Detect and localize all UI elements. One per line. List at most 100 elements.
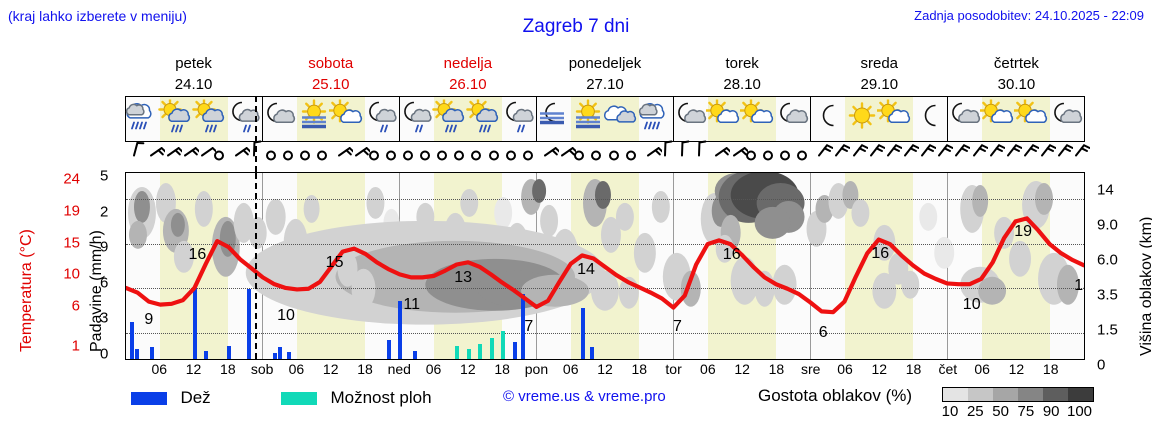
page-header: (kraj lahko izberete v meniju) Zagreb 7 … xyxy=(0,0,1152,37)
precip-bar-rain xyxy=(286,352,291,359)
wind-cell xyxy=(879,142,903,172)
time-label: 06 xyxy=(151,361,168,377)
wind-barb-icon xyxy=(805,141,834,174)
wind-cell xyxy=(656,140,673,172)
page-title: Zagreb 7 dni xyxy=(522,16,630,37)
icon-cell xyxy=(297,97,331,141)
cloud-rain-icon xyxy=(637,100,675,139)
sun-cloud-icon xyxy=(327,98,367,139)
time-label: 06 xyxy=(700,361,716,377)
precip-bar-rain xyxy=(412,350,417,359)
cloud-scale-step xyxy=(993,388,1018,401)
day-date: 26.10 xyxy=(449,76,487,93)
cloud-tick: 0 xyxy=(1097,356,1106,374)
precip-bar-rain xyxy=(521,293,526,359)
day-name: četrtek xyxy=(993,55,1039,72)
wind-cell xyxy=(588,142,605,172)
cloud-scale-step xyxy=(1018,388,1043,401)
sun-cloud-icon xyxy=(1012,98,1052,139)
wind-barb-icon xyxy=(205,141,233,174)
day-name: ponedeljek xyxy=(568,55,642,72)
shower-swatch xyxy=(281,391,317,405)
wind-barb-icon xyxy=(908,141,937,174)
moon-cloud-icon xyxy=(1048,100,1086,139)
time-label: 12 xyxy=(597,361,613,377)
wind-barb-icon xyxy=(874,141,903,174)
icon-day-sobota xyxy=(263,97,400,141)
icon-cell xyxy=(913,97,947,141)
wind-cell xyxy=(622,142,639,172)
temperature-label: 9 xyxy=(144,310,154,328)
wind-barb-icon xyxy=(788,141,816,174)
temperature-label: 13 xyxy=(1074,276,1084,294)
cloud-tick: 9.0 xyxy=(1097,216,1118,234)
icon-day-torek xyxy=(674,97,811,141)
time-label: 12 xyxy=(460,361,476,377)
wind-barb-icon xyxy=(754,141,782,174)
icon-day-sreda xyxy=(811,97,948,141)
day-date: 29.10 xyxy=(860,76,899,93)
precip-bar-rain xyxy=(589,347,594,359)
wind-cell xyxy=(279,142,296,172)
wind-cell xyxy=(1051,142,1074,172)
time-label: 18 xyxy=(768,361,785,377)
day-header-sobota: sobota 25.10 xyxy=(262,52,399,96)
temperature-label: 10 xyxy=(277,306,295,324)
wind-cell xyxy=(211,142,228,172)
last-updated: Zadnja posodobitev: 24.10.2025 - 22:09 xyxy=(914,8,1144,23)
temperature-label: 19 xyxy=(1014,223,1033,241)
cloud-density-legend: Gostota oblakov (%) xyxy=(758,386,912,406)
wind-barb-icon xyxy=(565,141,593,174)
cloud-tick: 1.5 xyxy=(1097,321,1118,339)
wind-barb-row xyxy=(125,140,1091,174)
cloud-scale-step xyxy=(1068,388,1093,401)
precip-bar-shower xyxy=(478,343,483,359)
time-label: čet xyxy=(938,361,958,377)
sun-fog-icon xyxy=(569,99,607,139)
icon-cell xyxy=(158,97,194,141)
wind-cell xyxy=(914,142,937,172)
sun-cloud-icon xyxy=(978,98,1018,139)
wind-barb-icon xyxy=(445,141,473,174)
wind-barb-icon xyxy=(925,141,954,174)
sun-cloud-rain-icon xyxy=(432,97,470,139)
day-date: 30.10 xyxy=(997,76,1036,93)
icon-cell xyxy=(776,97,810,141)
time-label: 06 xyxy=(837,361,853,377)
cloud-scale-value: 10 xyxy=(941,403,959,420)
time-label: 18 xyxy=(220,361,236,377)
wind-day-nedelja xyxy=(399,142,536,172)
wind-barb-icon xyxy=(308,141,336,174)
wind-cell xyxy=(759,142,776,172)
icon-cell xyxy=(571,97,605,141)
precip-bar-rain xyxy=(226,346,231,359)
temp-tick: 10 xyxy=(63,265,80,283)
wind-barb-icon xyxy=(462,141,490,174)
day-date: 24.10 xyxy=(174,76,213,93)
sun-cloud-icon xyxy=(738,98,778,139)
moon-cloud-rain-icon xyxy=(500,100,538,139)
temp-tick: 6 xyxy=(71,297,80,315)
cloud-scale-value: 100 xyxy=(1066,403,1093,420)
time-label: 06 xyxy=(425,361,442,377)
day-date: 25.10 xyxy=(311,76,350,93)
precip-bar-rain xyxy=(512,341,517,359)
wind-cell xyxy=(896,142,920,172)
icon-cell xyxy=(948,97,982,141)
day-header-sreda: sreda 29.10 xyxy=(811,52,948,96)
precip-bar-rain xyxy=(272,353,277,359)
copyright-link[interactable]: © vreme.us & vreme.pro xyxy=(503,388,666,405)
wind-cell xyxy=(982,142,1006,172)
wind-barb-icon xyxy=(497,141,525,174)
temperature-line xyxy=(126,216,1084,315)
wind-barb-icon xyxy=(257,141,285,174)
icon-cell xyxy=(432,97,470,141)
time-label: 06 xyxy=(562,361,579,377)
gridline xyxy=(126,332,1084,334)
temperature-label: 6 xyxy=(818,323,828,341)
menu-hint: (kraj lahko izberete v meniju) xyxy=(8,8,187,24)
chart-legend: Dež Možnost ploh © vreme.us & vreme.pro … xyxy=(0,386,1152,426)
wind-cell xyxy=(519,142,536,172)
day-header-nedelja: nedelja 26.10 xyxy=(399,52,536,96)
